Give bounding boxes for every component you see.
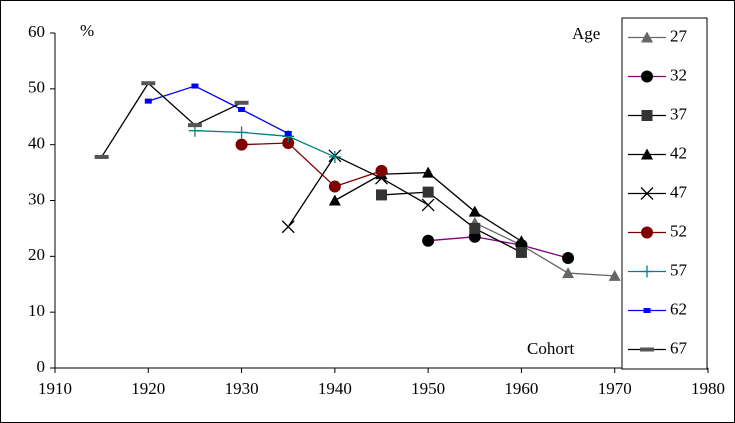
marker [234,100,249,105]
marker [515,246,527,258]
marker [235,126,248,139]
marker [641,148,653,160]
y-tick-label: 30 [28,189,45,208]
x-tick-label: 1940 [318,379,352,398]
annotation: Age [572,24,600,43]
series-line [194,130,336,158]
legend-label: 62 [670,299,687,318]
marker [641,31,653,43]
marker [282,136,295,149]
marker [376,189,387,201]
series-line [287,155,429,228]
marker [328,150,341,163]
marker [284,131,292,136]
marker [238,106,246,112]
y-tick-label: 10 [28,301,45,320]
marker [328,194,341,206]
y-tick-label: 60 [28,22,45,41]
series-line [241,142,382,188]
marker [643,308,651,313]
marker [187,123,202,128]
x-tick-label: 1950 [411,379,445,398]
series-line [474,222,615,277]
marker [468,205,481,217]
x-tick-label: 1970 [598,379,632,398]
y-tick-label: 40 [28,134,45,153]
marker [422,166,435,178]
marker [469,222,481,234]
marker [422,186,434,198]
marker [641,265,653,278]
marker [641,226,653,239]
marker [191,83,199,89]
series-line [101,82,242,158]
marker [608,269,621,281]
marker [328,180,341,193]
legend-label: 27 [670,26,688,45]
marker [144,98,152,104]
y-axis-label: % [80,21,94,40]
y-tick-label: 20 [28,245,45,264]
x-axis-label: Cohort [527,339,575,358]
x-tick-label: 1910 [38,379,72,398]
legend-label: 57 [670,260,688,279]
marker [281,220,295,234]
y-tick-label: 0 [37,357,46,376]
x-tick-label: 1930 [225,379,259,398]
marker [421,198,435,212]
legend-label: 37 [670,104,688,123]
marker [375,164,388,177]
y-tick-label: 50 [28,78,45,97]
x-tick-label: 1960 [504,379,538,398]
x-tick-label: 1920 [131,379,165,398]
legend-label: 47 [670,182,688,201]
marker [422,234,435,247]
x-tick-label: 1980 [691,379,725,398]
series-line [148,85,289,135]
marker [640,347,654,352]
marker [640,187,654,200]
marker [562,267,575,279]
marker [235,138,248,151]
marker [641,110,653,121]
legend-label: 42 [670,143,687,162]
series-line [381,191,522,254]
marker [562,252,575,265]
marker [141,81,156,86]
marker [94,154,109,159]
legend-label: 52 [670,221,687,240]
legend-label: 32 [670,65,687,84]
marker [641,70,653,83]
marker [515,235,528,247]
legend-label: 67 [670,338,688,357]
